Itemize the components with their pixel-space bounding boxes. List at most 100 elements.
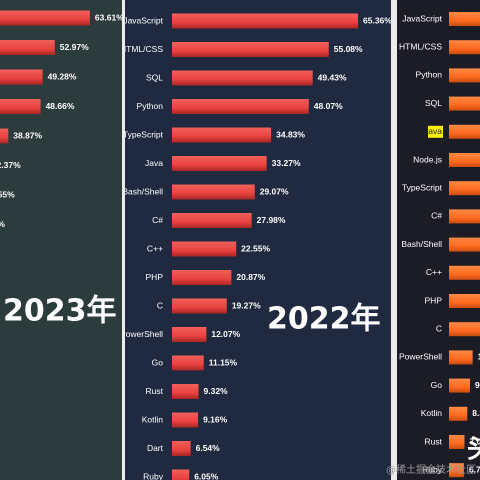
- bar: [172, 384, 199, 399]
- chart-panel: 64.96%JavaScript56.07%HTML/CSS48.24%Pyth…: [397, 0, 480, 480]
- value-label: 27.98%: [257, 215, 286, 225]
- category-label: SQL: [425, 98, 442, 108]
- bar: [0, 69, 43, 85]
- value-label: 22.55%: [241, 243, 270, 253]
- category-label: PowerShell: [120, 329, 163, 339]
- chart-panel: 63.61% 52.97% 49.28% 48.66% 38.87% 32.37% 30.5…: [0, 0, 124, 480]
- bar: [0, 99, 41, 114]
- bar: [449, 322, 480, 337]
- bar: [449, 209, 480, 224]
- category-label: C: [157, 300, 163, 310]
- category-label: Go: [431, 380, 443, 390]
- bar: [0, 10, 90, 26]
- category-label: Ruby: [422, 464, 443, 474]
- category-label: HTML/CSS: [120, 44, 163, 54]
- value-label: 63.61%: [95, 12, 124, 22]
- bar: [0, 40, 55, 55]
- chart-panel: 65.36% JavaScript 55.08% HTML/CSS 49.43% SQL 4…: [120, 0, 391, 480]
- bar: [172, 99, 309, 114]
- category-label: Java: [424, 126, 442, 136]
- year-label: 2023年: [3, 294, 117, 329]
- value-label: 33.27%: [272, 158, 301, 168]
- category-label: JavaScript: [402, 13, 442, 23]
- value-label: 49.43%: [318, 72, 347, 82]
- category-label: SQL: [146, 72, 163, 82]
- category-label: C: [436, 323, 442, 333]
- category-label: Rust: [146, 386, 164, 396]
- bar: [172, 241, 237, 257]
- bar: [172, 213, 252, 228]
- bar: [449, 378, 471, 393]
- category-label: PHP: [146, 272, 164, 282]
- bar: [449, 350, 473, 365]
- bar: [0, 128, 9, 144]
- category-label: C#: [152, 215, 163, 225]
- bar: [172, 469, 190, 480]
- value-label: 10.75%: [478, 352, 480, 362]
- label-highlight: [428, 125, 443, 138]
- value-label: 34.83%: [276, 129, 305, 139]
- bar: [449, 435, 465, 449]
- bar: [172, 127, 272, 143]
- category-label: C++: [147, 243, 163, 253]
- bar: [172, 184, 255, 200]
- bar: [449, 68, 480, 83]
- bar: [172, 441, 191, 456]
- value-label: 55.08%: [334, 44, 363, 54]
- category-label: Bash/Shell: [122, 186, 163, 196]
- category-label: Bash/Shell: [401, 239, 442, 249]
- value-label: 38.87%: [13, 130, 42, 140]
- annotation: 头: [467, 435, 480, 465]
- category-label: Kotlin: [142, 414, 164, 424]
- bar: [449, 96, 480, 111]
- category-label: C#: [431, 211, 442, 221]
- category-label: PowerShell: [399, 352, 442, 362]
- value-label: 27.62%: [0, 219, 5, 229]
- bar: [172, 412, 199, 428]
- category-label: Node.js: [413, 154, 442, 164]
- value-label: 32.37%: [0, 160, 21, 170]
- bar: [449, 265, 480, 280]
- value-label: 9.55%: [475, 380, 480, 390]
- value-label: 11.15%: [209, 357, 238, 367]
- year-label: 2022年: [267, 302, 381, 337]
- category-label: C++: [426, 267, 442, 277]
- category-label: JavaScript: [123, 15, 163, 25]
- bar: [172, 156, 267, 171]
- bar: [172, 298, 227, 314]
- bar: [449, 406, 468, 421]
- watermark: @稀土掘金技术社区: [386, 463, 476, 476]
- bar: [449, 181, 480, 196]
- category-label: Rust: [425, 436, 443, 446]
- category-label: Go: [152, 357, 164, 367]
- bar: [449, 40, 480, 55]
- bar: [172, 327, 207, 342]
- value-label: 6.54%: [196, 443, 221, 453]
- category-label: PHP: [425, 295, 443, 305]
- category-label: Dart: [147, 443, 164, 453]
- category-label: Ruby: [143, 471, 164, 480]
- value-label: 9.16%: [203, 414, 228, 424]
- category-label: Python: [137, 101, 164, 111]
- category-label: Kotlin: [421, 408, 443, 418]
- bar: [172, 355, 204, 371]
- bar: [172, 70, 313, 86]
- bar: [172, 270, 232, 285]
- value-label: 48.66%: [46, 101, 75, 111]
- bar: [172, 42, 329, 57]
- value-label: 30.55%: [0, 189, 15, 199]
- value-label: 20.87%: [236, 272, 265, 282]
- value-label: 29.07%: [260, 186, 289, 196]
- value-label: 12.07%: [211, 329, 240, 339]
- category-label: HTML/CSS: [399, 41, 442, 51]
- value-label: 52.97%: [60, 42, 89, 52]
- bar: [449, 12, 480, 26]
- bar: [449, 237, 480, 252]
- category-label: Java: [145, 158, 163, 168]
- bar: [172, 13, 359, 29]
- category-label: TypeScript: [402, 182, 443, 192]
- value-label: 6.75%: [469, 464, 480, 474]
- category-label: Python: [416, 70, 443, 80]
- category-label: TypeScript: [123, 129, 164, 139]
